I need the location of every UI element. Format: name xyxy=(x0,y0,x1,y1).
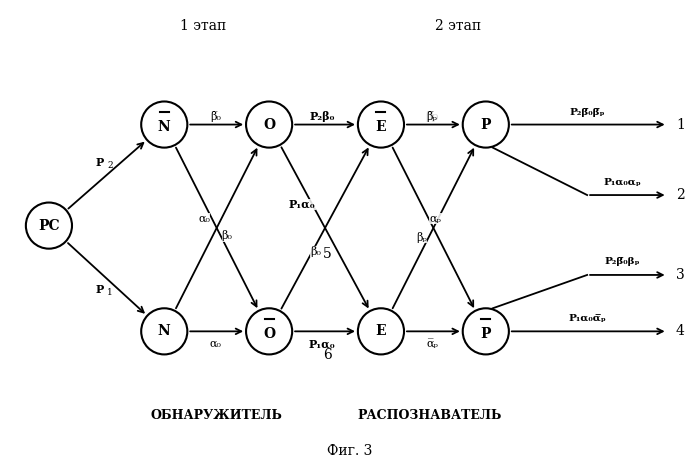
Text: O: O xyxy=(263,327,275,341)
Text: 2 этап: 2 этап xyxy=(435,19,481,33)
Text: PC: PC xyxy=(38,219,59,233)
Text: 1: 1 xyxy=(107,288,113,297)
Text: P₁α₀α̅ₚ: P₁α₀α̅ₚ xyxy=(568,314,606,323)
Ellipse shape xyxy=(26,203,72,249)
Text: α₀: α₀ xyxy=(210,339,221,349)
Ellipse shape xyxy=(463,102,509,148)
Text: α̅ₚ: α̅ₚ xyxy=(426,339,438,349)
Ellipse shape xyxy=(358,308,404,354)
Text: 1 этап: 1 этап xyxy=(180,19,226,33)
Text: P: P xyxy=(96,283,104,295)
Text: P₁α₀: P₁α₀ xyxy=(289,199,315,210)
Text: 6: 6 xyxy=(323,348,331,362)
Text: α₀: α₀ xyxy=(199,213,210,224)
Ellipse shape xyxy=(358,102,404,148)
Text: β₀: β₀ xyxy=(222,230,233,242)
Text: E: E xyxy=(375,120,387,134)
Text: β̅ₚ: β̅ₚ xyxy=(426,111,438,122)
Ellipse shape xyxy=(246,102,292,148)
Text: 3: 3 xyxy=(676,268,685,282)
Text: E: E xyxy=(375,324,387,338)
Text: 2: 2 xyxy=(107,161,113,170)
Text: Фиг. 3: Фиг. 3 xyxy=(327,444,372,458)
Ellipse shape xyxy=(141,102,187,148)
Text: 2: 2 xyxy=(676,188,685,202)
Text: 1: 1 xyxy=(676,118,685,132)
Ellipse shape xyxy=(141,308,187,354)
Text: O: O xyxy=(263,118,275,132)
Text: P: P xyxy=(96,157,104,168)
Text: N: N xyxy=(158,120,171,134)
Text: P₂β̅₀βₚ: P₂β̅₀βₚ xyxy=(605,258,640,266)
Text: βₚ: βₚ xyxy=(416,232,427,243)
Text: β̅p: β̅p xyxy=(425,111,439,122)
Text: P₁α₀: P₁α₀ xyxy=(309,338,336,350)
Text: P: P xyxy=(480,327,491,341)
Text: P₂β̅₀β̅ₚ: P₂β̅₀β̅ₚ xyxy=(570,108,605,117)
Text: РАСПОЗНАВАТЕЛЬ: РАСПОЗНАВАТЕЛЬ xyxy=(358,409,502,423)
Ellipse shape xyxy=(463,308,509,354)
Text: 4: 4 xyxy=(676,324,685,338)
Text: 5: 5 xyxy=(323,247,331,261)
Text: β̅₀: β̅₀ xyxy=(210,111,221,122)
Text: P₂β₀: P₂β₀ xyxy=(310,111,335,122)
Text: P: P xyxy=(480,118,491,132)
Text: αₚ: αₚ xyxy=(430,213,441,224)
Ellipse shape xyxy=(246,308,292,354)
Text: N: N xyxy=(158,324,171,338)
Text: β₀: β₀ xyxy=(310,246,322,257)
Text: P₁α₀αₚ: P₁α₀αₚ xyxy=(603,178,641,187)
Text: ОБНАРУЖИТЕЛЬ: ОБНАРУЖИТЕЛЬ xyxy=(151,409,282,423)
